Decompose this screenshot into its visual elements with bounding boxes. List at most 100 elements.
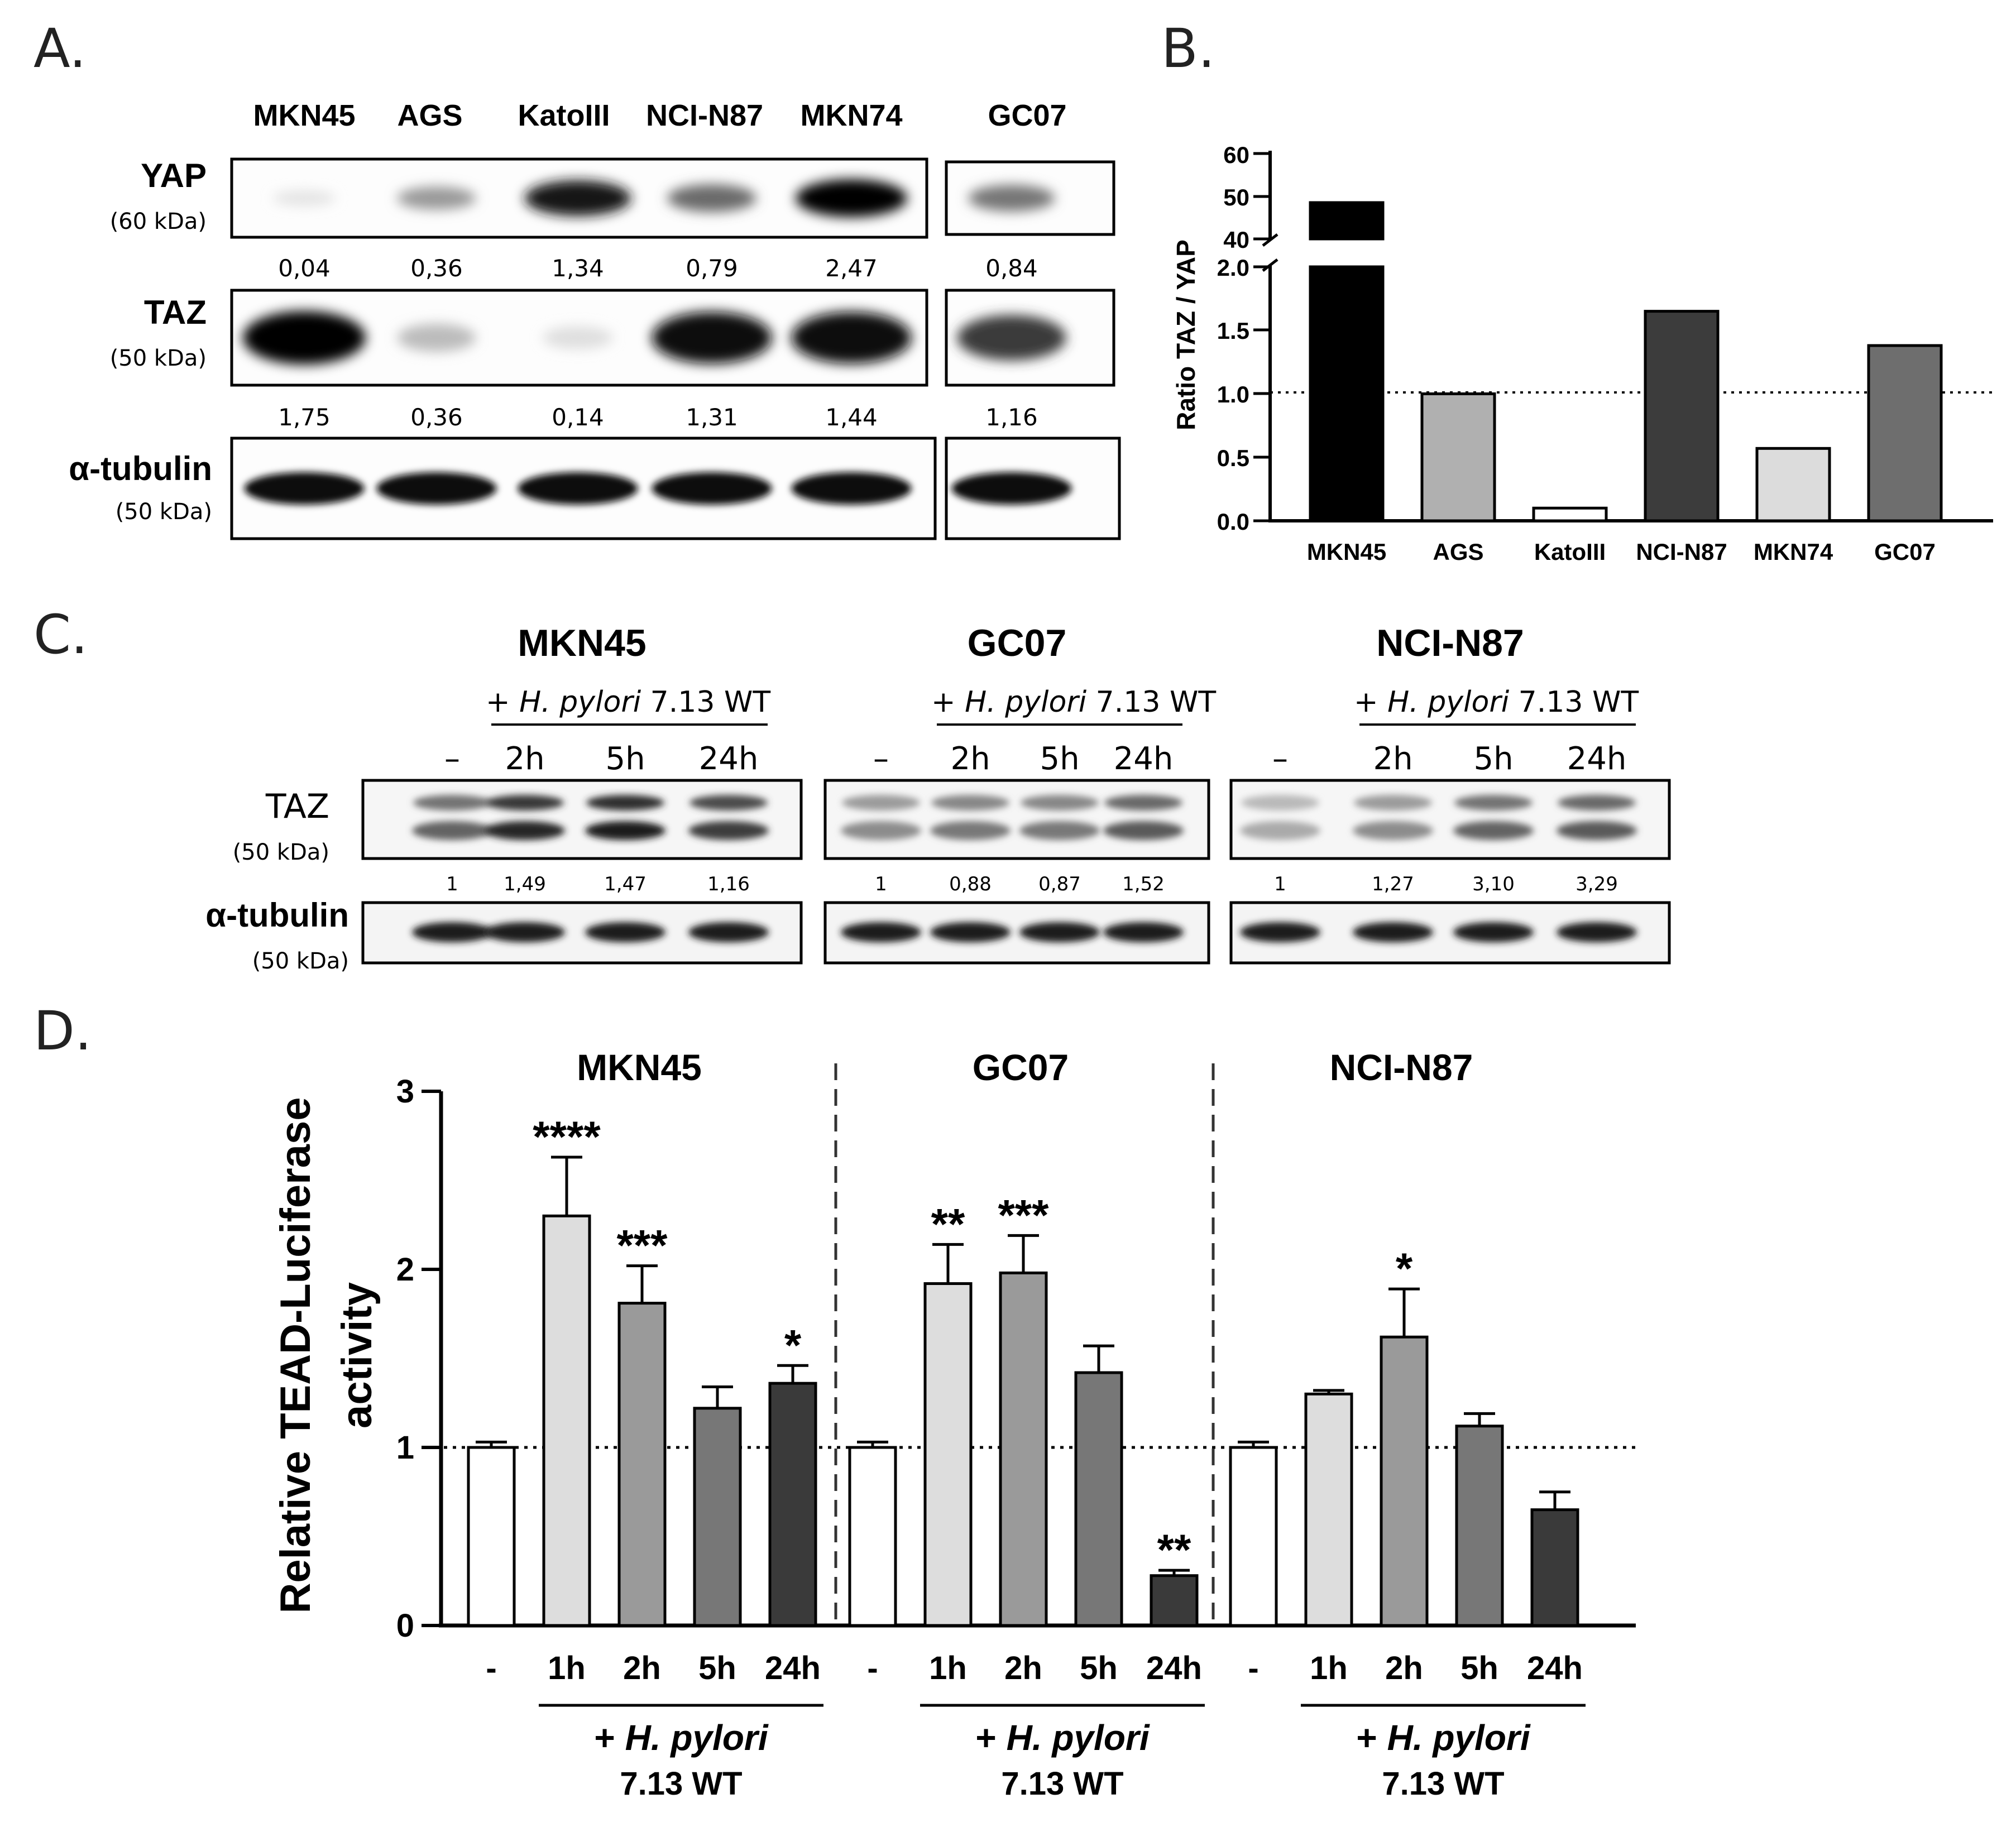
lane-label-katoiii: KatoIII bbox=[518, 99, 610, 132]
quant-value: 1,31 bbox=[686, 404, 738, 431]
group-title: GC07 bbox=[973, 1047, 1069, 1088]
x-tick-label: - bbox=[486, 1650, 496, 1686]
bar bbox=[1229, 1446, 1278, 1627]
treatment-prefix: + bbox=[486, 685, 519, 719]
bar bbox=[1074, 1371, 1123, 1627]
blot-band bbox=[689, 795, 768, 811]
taz-quant-values: 1,75 0,36 0,14 1,31 1,44 1,16 bbox=[278, 404, 1038, 431]
panel-d-ylabel-line2: activity bbox=[333, 1282, 381, 1428]
blot-band bbox=[1353, 821, 1433, 840]
blot-label-yap: YAP bbox=[141, 157, 207, 194]
bar bbox=[1309, 265, 1385, 522]
blot-band bbox=[791, 311, 912, 364]
blot-band bbox=[842, 795, 920, 811]
yap-quant-values: 0,04 0,36 1,34 0,79 2,47 0,84 bbox=[278, 255, 1038, 282]
blot-label-tubulin: α-tubulin bbox=[205, 896, 349, 934]
blot-band bbox=[1103, 821, 1184, 840]
blot-band bbox=[518, 472, 638, 505]
x-tick-label: 24h bbox=[1146, 1650, 1202, 1686]
panel-d-group-mkn45: MKN45 - **** 1h *** 2h 5h * 24h + H. pylori 7.13 W… bbox=[467, 1047, 823, 1802]
panel-b-ylabel: Ratio TAZ / YAP bbox=[1171, 239, 1200, 430]
quant-value: 3,10 bbox=[1472, 873, 1515, 895]
x-tick-label: 2h bbox=[1385, 1650, 1423, 1686]
treatment-label: + H. pylori 7.13 WT bbox=[1354, 685, 1639, 719]
bar bbox=[693, 1407, 742, 1627]
quant-value: 2,47 bbox=[825, 255, 878, 282]
blot-band bbox=[951, 472, 1072, 505]
lane-label-mkn74: MKN74 bbox=[800, 99, 902, 132]
blot-taz-frame bbox=[1229, 779, 1671, 860]
blot-band bbox=[1104, 795, 1182, 811]
lane-label: 2h bbox=[505, 741, 544, 777]
x-tick-label: 5h bbox=[698, 1650, 736, 1686]
lane-label: 5h bbox=[605, 741, 645, 777]
treatment-strain: 7.13 WT bbox=[641, 685, 770, 719]
x-tick-label: 24h bbox=[765, 1650, 821, 1686]
blot-label-taz: TAZ bbox=[265, 787, 329, 826]
panel-c-groups: MKN45+ H. pylori 7.13 WT–12h1,495h1,4724… bbox=[361, 622, 1671, 965]
lane-label: 24h bbox=[1114, 741, 1174, 777]
quant-value: 0,88 bbox=[949, 873, 992, 895]
treatment-prefix: + bbox=[1356, 1718, 1387, 1758]
significance-marker: ** bbox=[931, 1199, 965, 1248]
quant-value: 0,79 bbox=[686, 255, 738, 282]
panel-b-lower-ticks: 2.0 1.5 1.0 0.5 0.0 bbox=[1217, 255, 1270, 535]
blot-band bbox=[376, 472, 497, 505]
blot-label-taz: TAZ bbox=[144, 294, 207, 331]
x-tick-label: 24h bbox=[1527, 1650, 1583, 1686]
blot-band bbox=[1453, 922, 1534, 942]
blot-band bbox=[585, 821, 665, 840]
blot-tubulin bbox=[230, 437, 1121, 540]
blot-band bbox=[486, 795, 564, 811]
quant-value: 0,14 bbox=[552, 404, 604, 431]
blot-kda-taz: (50 kDa) bbox=[110, 346, 207, 371]
quant-value: 0,36 bbox=[410, 255, 463, 282]
significance-marker: * bbox=[784, 1320, 802, 1369]
blot-band bbox=[1557, 922, 1637, 942]
bar bbox=[1755, 447, 1831, 522]
quant-value: 0,87 bbox=[1038, 873, 1081, 895]
blot-band bbox=[1240, 922, 1320, 942]
panel-b-chart: Ratio TAZ / YAP 60 50 40 2.0 1.5 bbox=[1171, 142, 1993, 565]
lane-label: – bbox=[444, 741, 460, 777]
panel-d-group-nci-n87: NCI-N87 - 1h * 2h 5h 24h + H. pylori 7.13 WT bbox=[1229, 1047, 1586, 1802]
blot-band bbox=[652, 472, 772, 505]
treatment-strain: 7.13 WT bbox=[1086, 685, 1216, 719]
treatment-strain: 7.13 WT bbox=[1509, 685, 1639, 719]
blot-band bbox=[1019, 821, 1100, 840]
panel-d-yticks: 3 2 1 0 bbox=[396, 1073, 441, 1644]
bar bbox=[1644, 310, 1720, 522]
tick-label: 2.0 bbox=[1217, 255, 1249, 281]
tick-label: 1 bbox=[396, 1430, 414, 1466]
bar bbox=[1150, 1574, 1199, 1627]
blot-band bbox=[841, 821, 921, 840]
panel-d-letter: D. bbox=[33, 1000, 92, 1062]
blot-band bbox=[968, 185, 1055, 212]
panel-d-chart: Relative TEAD-Luciferase activity 3 2 1 … bbox=[272, 1047, 1636, 1802]
x-tick-label: - bbox=[867, 1650, 878, 1686]
blot-band bbox=[524, 180, 631, 216]
x-tick-label: 1h bbox=[548, 1650, 586, 1686]
blot-band bbox=[1558, 795, 1636, 811]
tick-label: 0.5 bbox=[1217, 445, 1249, 471]
blot-band bbox=[688, 922, 769, 942]
blot-band bbox=[930, 821, 1011, 840]
quant-value: 1 bbox=[446, 873, 458, 895]
tick-label: 3 bbox=[396, 1073, 414, 1110]
treatment-label: + H. pylori 7.13 WT bbox=[931, 685, 1216, 719]
treatment-species: H. pylori bbox=[1007, 1718, 1150, 1758]
panel-a: MKN45 AGS KatoIII NCI-N87 MKN74 GC07 YAP… bbox=[69, 99, 1121, 540]
lane-label: 24h bbox=[1567, 741, 1627, 777]
significance-marker: *** bbox=[998, 1190, 1049, 1239]
x-tick-label: AGS bbox=[1433, 539, 1483, 565]
quant-value: 1 bbox=[875, 873, 887, 895]
panel-c: TAZ (50 kDa) α-tubulin (50 kDa) MKN45 + H… bbox=[205, 622, 1671, 974]
blot-band bbox=[791, 472, 912, 505]
blot-kda-yap: (60 kDa) bbox=[110, 209, 207, 234]
x-tick-label: MKN74 bbox=[1754, 539, 1833, 565]
panel-a-lane-labels: MKN45 AGS KatoIII NCI-N87 MKN74 GC07 bbox=[253, 99, 1066, 132]
treatment-prefix: + bbox=[594, 1718, 625, 1758]
bar bbox=[542, 1214, 591, 1627]
